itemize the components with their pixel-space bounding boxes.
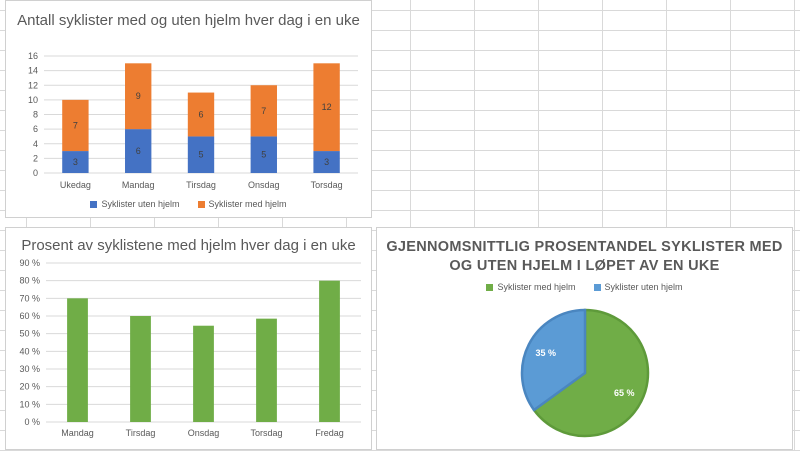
chart-title: Prosent av syklistene med hjelm hver dag… [21,237,356,254]
pie-chart[interactable]: GJENNOMSNITTLIG PROSENTANDEL SYKLISTER M… [376,227,793,450]
x-tick-label: Mandag [122,180,155,190]
chart-title-line-1: GJENNOMSNITTLIG PROSENTANDEL SYKLISTER M… [386,239,783,255]
data-label: 6 [198,110,203,120]
x-tick-label: Onsdag [188,428,220,438]
y-tick-label: 90 % [19,258,40,268]
legend-swatch [486,283,494,291]
y-tick-label: 4 [33,139,38,149]
percent-bar-chart[interactable]: Prosent av syklistene med hjelm hver dag… [5,227,372,450]
y-tick-label: 14 [28,66,38,76]
data-label: 5 [261,150,266,160]
chart-title-line-2: OG UTEN HJELM I LØPET AV EN UKE [449,258,720,274]
legend-label: Syklister med hjelm [497,282,576,292]
legend-label: Syklister uten hjelm [101,199,180,209]
pie-plot: 65 % 35 % [520,308,650,438]
data-label: 7 [73,120,78,130]
bar-med-hjelm [125,63,152,130]
y-tick-label: 50 % [19,329,40,339]
bar-med-hjelm [313,63,340,152]
legend-item-uten-hjelm: Syklister uten hjelm [593,282,683,292]
x-tick-label: Torsdag [250,428,282,438]
chart-title: Antall syklister med og uten hjelm hver … [17,12,360,29]
legend-label: Syklister med hjelm [208,199,287,209]
bar-med-hjelm [187,92,215,137]
y-tick-label: 10 % [19,399,40,409]
x-tick-label: Onsdag [248,180,280,190]
legend-swatch [197,200,205,208]
x-tick-label: Tirsdag [126,428,156,438]
y-tick-label: 16 [28,51,38,61]
data-label: 3 [73,157,78,167]
legend: Syklister uten hjelm Syklister med hjelm [6,199,371,209]
bar [256,318,277,422]
y-tick-label: 30 % [19,364,40,374]
y-tick-label: 0 [33,168,38,178]
y-tick-label: 40 % [19,346,40,356]
legend-swatch [593,283,601,291]
x-tick-label: Tirsdag [186,180,216,190]
bar [193,325,214,422]
y-tick-label: 60 % [19,311,40,321]
y-tick-label: 2 [33,153,38,163]
pie-value-label: 65 % [614,388,635,398]
legend: Syklister med hjelm Syklister uten hjelm [377,282,792,292]
bar-uten-hjelm [313,151,340,173]
bar [319,280,340,422]
legend-item-med-hjelm: Syklister med hjelm [486,282,576,292]
bar [130,316,151,422]
x-tick-label: Torsdag [311,180,343,190]
pie-slice-med-hjelm [532,308,650,438]
y-tick-label: 0 % [24,417,40,427]
legend-label: Syklister uten hjelm [604,282,683,292]
bar-uten-hjelm [250,136,277,173]
data-label: 3 [324,157,329,167]
percent-bar-plot: 0 % 10 % 20 % 30 % 40 % 50 % 60 % 70 % 80 % 90 % M… [19,258,361,438]
data-label: 6 [136,146,141,156]
bar-uten-hjelm [187,136,215,173]
bar-uten-hjelm [62,151,89,173]
y-tick-label: 20 % [19,382,40,392]
data-label: 7 [261,106,266,116]
y-tick-label: 80 % [19,276,40,286]
x-tick-label: Ukedag [60,180,91,190]
bar [67,298,88,422]
chart-title: GJENNOMSNITTLIG PROSENTANDEL SYKLISTER M… [377,238,792,276]
data-label: 12 [322,102,332,112]
stacked-bar-chart[interactable]: Antall syklister med og uten hjelm hver … [5,0,372,218]
y-tick-label: 10 [28,95,38,105]
y-tick-label: 12 [28,80,38,90]
y-tick-label: 8 [33,110,38,120]
legend-item-uten-hjelm: Syklister uten hjelm [90,199,180,209]
y-tick-label: 70 % [19,293,40,303]
x-tick-label: Fredag [315,428,344,438]
pie-slice-uten-hjelm [520,308,587,412]
data-label: 5 [198,150,203,160]
x-tick-label: Mandag [61,428,94,438]
stacked-bar-plot: 0 2 4 6 8 10 12 14 16 3 7 Ukedag 6 9 Mandag 5 6 Tirsdag 5 7… [28,51,358,190]
bar-uten-hjelm [125,129,152,173]
legend-swatch [90,200,98,208]
y-tick-label: 6 [33,124,38,134]
bar-med-hjelm [250,85,277,137]
legend-item-med-hjelm: Syklister med hjelm [197,199,287,209]
bar-med-hjelm [62,99,89,152]
data-label: 9 [136,91,141,101]
pie-value-label: 35 % [535,348,556,358]
